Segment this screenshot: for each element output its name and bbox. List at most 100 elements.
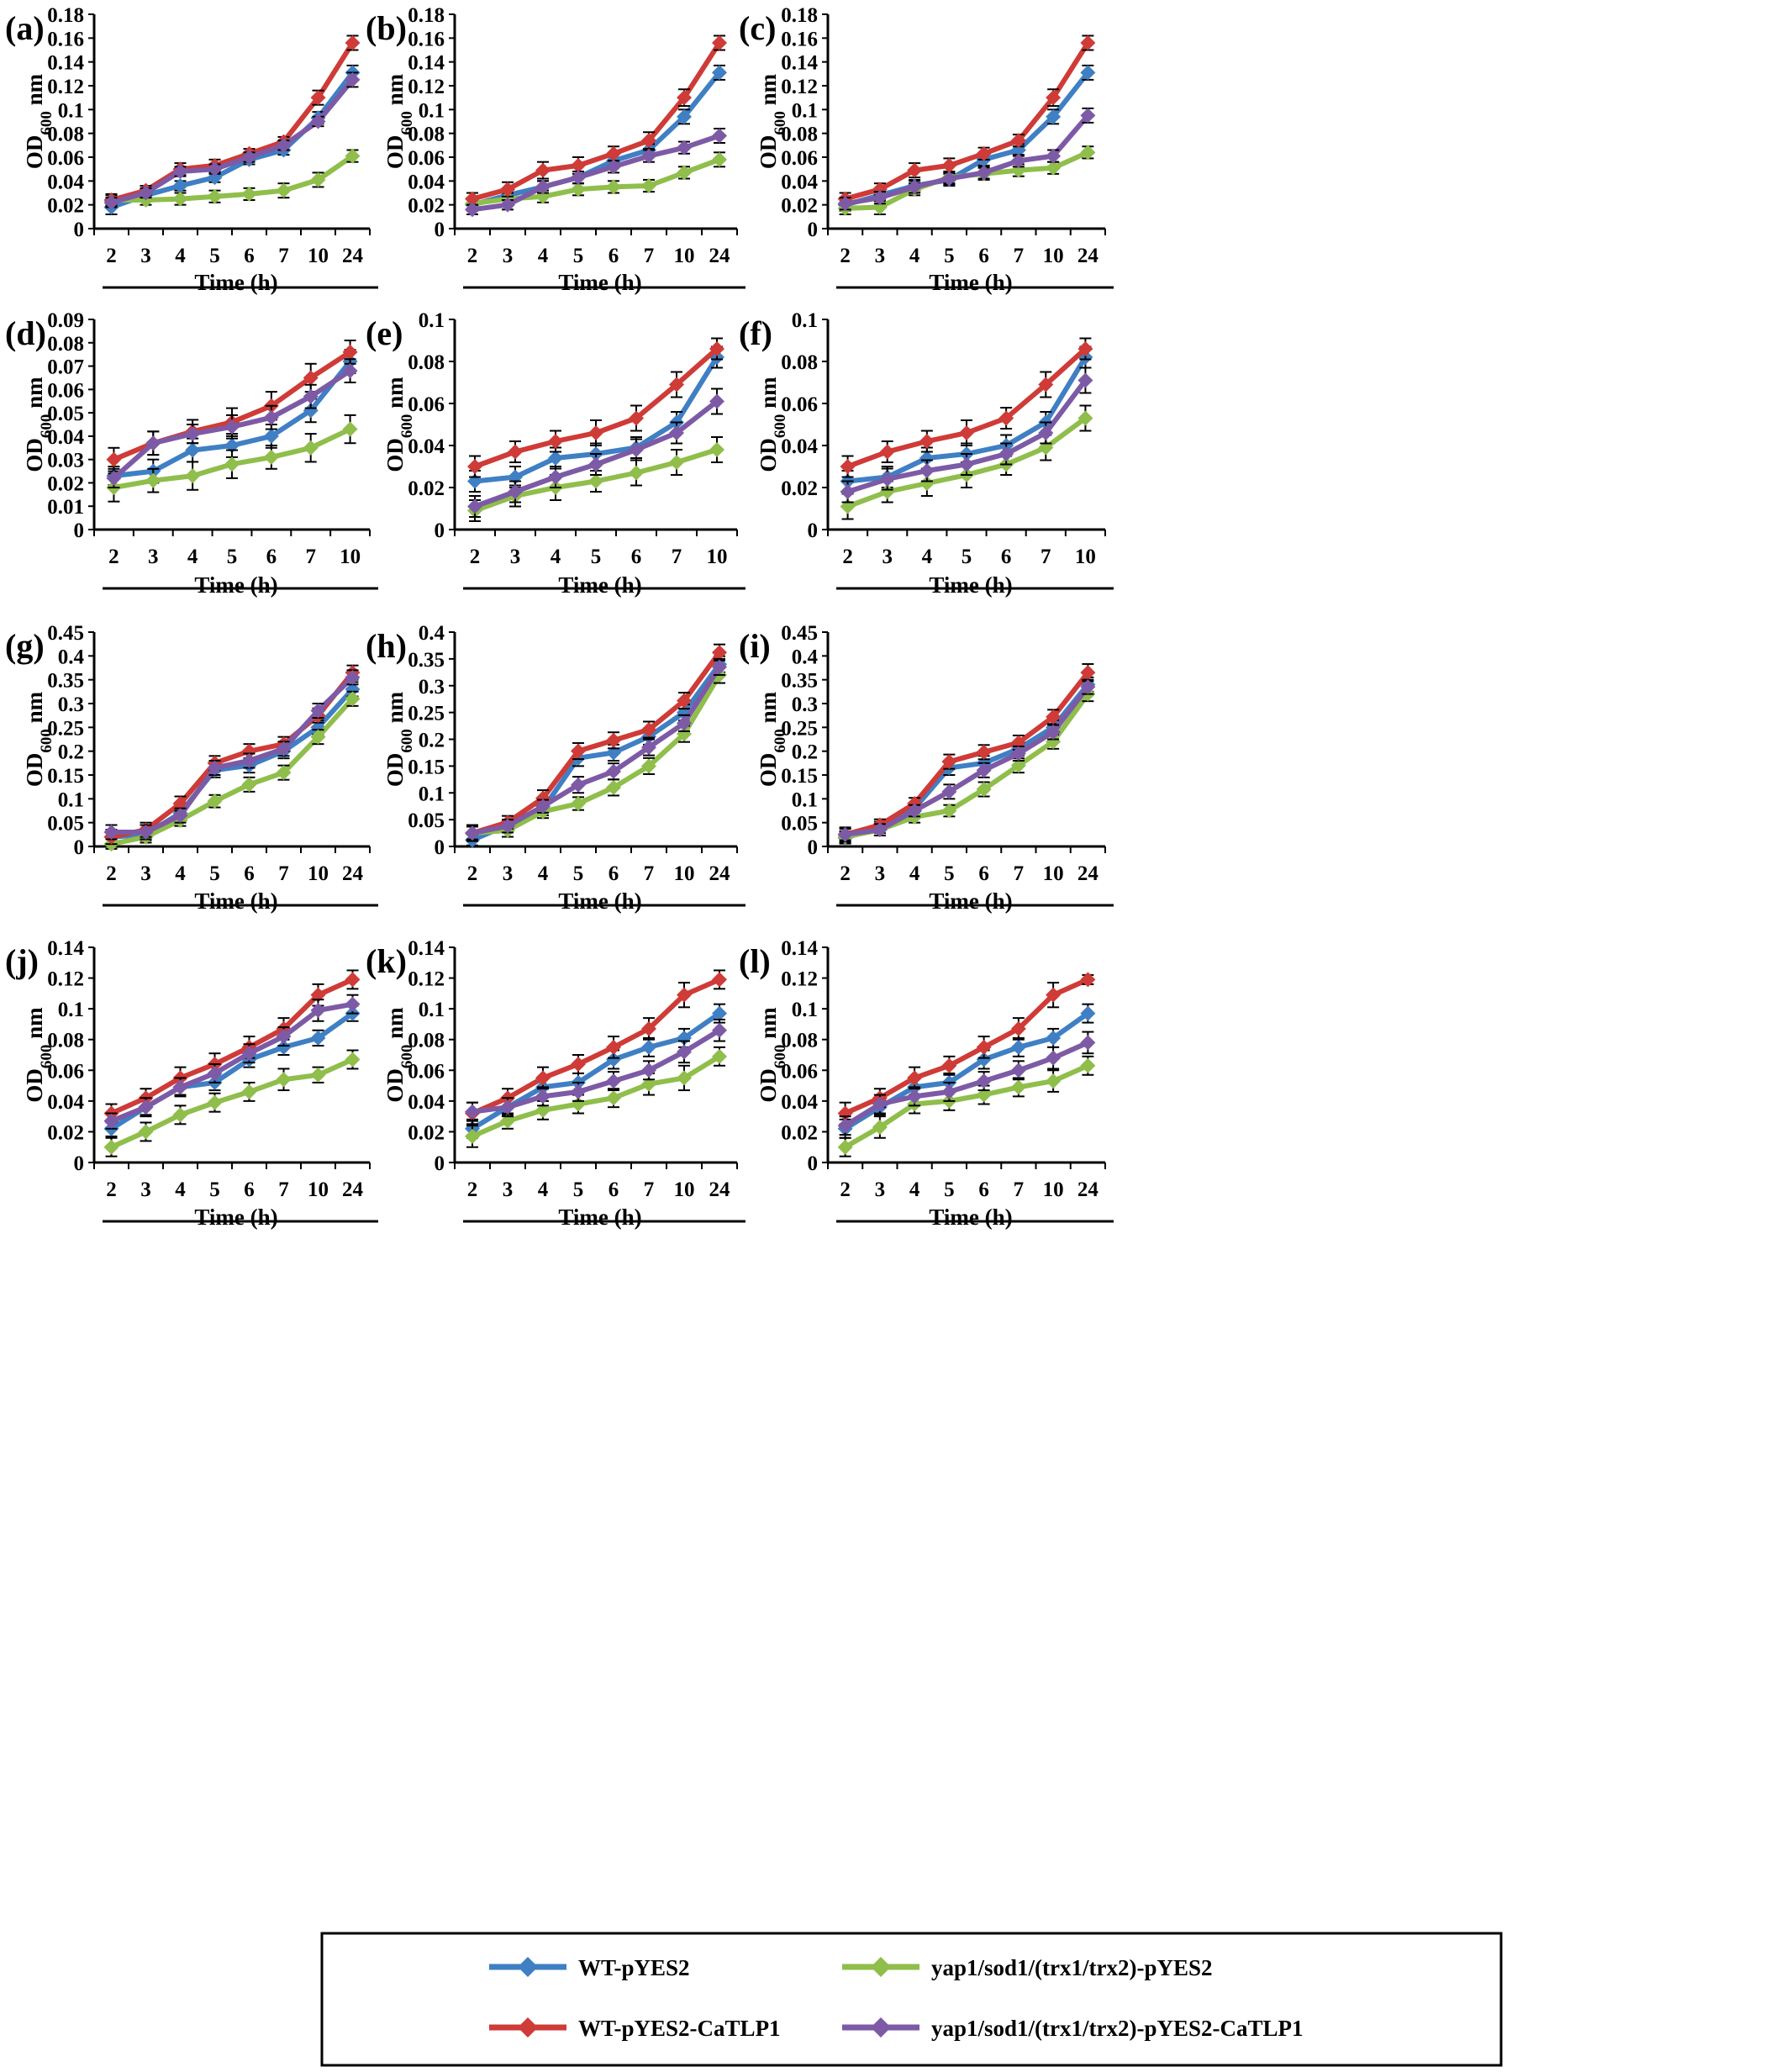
legend-label-wt-pyes2: WT-pYES2 bbox=[578, 1955, 690, 1980]
y-tick-label: 0.04 bbox=[47, 426, 84, 449]
y-axis-label: OD600 nm bbox=[382, 691, 416, 787]
data-point bbox=[276, 1039, 292, 1055]
data-point bbox=[345, 669, 361, 685]
y-tick-label: 0.02 bbox=[408, 1121, 445, 1144]
series-yap1-sod1-trx1-trx2-pyes2-catlp1 bbox=[465, 657, 727, 841]
y-axis-label: OD600 nm bbox=[756, 691, 789, 787]
x-tick-label: 6 bbox=[978, 862, 989, 885]
x-tick-label: 7 bbox=[1014, 245, 1025, 267]
y-tick-label: 0.3 bbox=[792, 693, 818, 716]
legend-label-mutant-pyes2-catlp1: yap1/sod1/(trx1/trx2)-pYES2-CaTLP1 bbox=[931, 2016, 1304, 2041]
data-point bbox=[712, 1005, 727, 1021]
data-point bbox=[641, 178, 656, 193]
data-point bbox=[345, 148, 361, 164]
y-tick-label: 0.3 bbox=[419, 676, 445, 699]
legend-swatch-marker bbox=[518, 2017, 538, 2038]
data-point bbox=[1077, 341, 1093, 356]
y-tick-label: 0.18 bbox=[781, 4, 818, 27]
y-tick-label: 0.1 bbox=[419, 783, 445, 805]
series-line bbox=[472, 41, 722, 202]
chart-panels: (a)OD600 nm00.020.040.060.080.10.120.140… bbox=[5, 4, 1114, 1230]
data-point bbox=[629, 410, 644, 426]
y-tick-label: 0.06 bbox=[781, 1060, 818, 1083]
x-tick-label: 10 bbox=[1043, 245, 1064, 267]
x-tick-label: 6 bbox=[609, 245, 619, 267]
x-tick-label: 5 bbox=[944, 862, 955, 885]
data-point bbox=[606, 1039, 621, 1055]
data-point bbox=[172, 808, 188, 824]
y-tick-label: 0 bbox=[808, 519, 819, 542]
data-point bbox=[872, 182, 888, 198]
data-point bbox=[919, 434, 935, 449]
chart-panel-j: (j) OD600 nm 0 0.02 0.04 0.06 0.08 0.1 0.12 0.14 2… bbox=[5, 937, 378, 1230]
x-tick-label: 4 bbox=[538, 1178, 549, 1201]
legend-swatch-marker bbox=[871, 1957, 891, 1977]
x-axis-label: Time (h) bbox=[194, 572, 277, 598]
series-line bbox=[471, 662, 722, 843]
data-point bbox=[224, 419, 240, 435]
data-point bbox=[840, 484, 856, 499]
data-point bbox=[241, 186, 257, 202]
data-point bbox=[588, 473, 603, 489]
y-tick-label: 0.02 bbox=[47, 1121, 84, 1144]
panel-label: (b) bbox=[366, 9, 407, 47]
x-tick-label: 24 bbox=[342, 1178, 364, 1201]
data-point bbox=[588, 456, 603, 472]
x-tick-label: 10 bbox=[1043, 862, 1064, 885]
y-axis-label: OD600 nm bbox=[382, 377, 416, 472]
x-tick-label: 6 bbox=[266, 546, 277, 568]
data-point bbox=[1080, 665, 1096, 681]
series-yap1-sod1-trx1-trx2-pyes2-catlp1 bbox=[840, 366, 1093, 504]
y-tick-label: 0.02 bbox=[47, 472, 84, 495]
x-tick-label: 4 bbox=[909, 1178, 920, 1201]
y-tick-label: 0.08 bbox=[781, 1030, 818, 1052]
series-yap1-sod1-trx1-trx2-pyes2 bbox=[103, 1049, 361, 1157]
y-tick-label: 0 bbox=[74, 836, 85, 859]
chart-panel-b: (b)OD600 nm00.020.040.060.080.10.120.140… bbox=[366, 4, 746, 295]
y-tick-label: 0.04 bbox=[408, 435, 445, 458]
y-axis-label: OD600 nm bbox=[22, 377, 55, 472]
data-point bbox=[172, 178, 188, 193]
data-point bbox=[998, 446, 1014, 461]
data-point bbox=[1010, 1039, 1026, 1055]
series-line bbox=[471, 977, 721, 1116]
y-tick-label: 0.14 bbox=[408, 937, 445, 960]
chart-panel-d: (d) OD600 nm 00.010.020.030.040.050.060.07… bbox=[5, 309, 378, 598]
y-tick-label: 0.04 bbox=[781, 435, 818, 458]
data-point bbox=[276, 741, 292, 757]
data-point bbox=[712, 1022, 727, 1038]
x-tick-label: 4 bbox=[175, 1178, 186, 1201]
series-yap1-sod1-trx1-trx2-pyes2-catlp1 bbox=[467, 388, 724, 518]
legend: WT-pYES2 yap1/sod1/(trx1/trx2)-pYES2 WT-… bbox=[320, 1932, 1503, 2067]
y-tick-label: 0.06 bbox=[781, 393, 818, 416]
data-point bbox=[263, 449, 279, 465]
data-point bbox=[941, 1083, 957, 1099]
data-point bbox=[588, 425, 603, 440]
data-point bbox=[571, 1083, 586, 1099]
data-point bbox=[919, 451, 935, 466]
x-tick-label: 3 bbox=[875, 245, 886, 267]
data-point bbox=[465, 202, 480, 218]
data-point bbox=[941, 171, 957, 187]
data-point bbox=[606, 1052, 621, 1068]
y-tick-label: 0.08 bbox=[47, 124, 84, 146]
data-point bbox=[276, 1029, 292, 1045]
x-tick-label: 10 bbox=[674, 245, 695, 267]
series-yap1-sod1-trx1-trx2-pyes2 bbox=[106, 414, 358, 503]
data-point bbox=[1080, 145, 1096, 161]
data-point bbox=[976, 165, 992, 181]
y-tick-label: 0 bbox=[435, 1152, 445, 1175]
data-point bbox=[310, 113, 326, 129]
y-tick-label: 0.25 bbox=[781, 717, 818, 740]
data-point bbox=[1010, 153, 1026, 169]
data-point bbox=[879, 444, 895, 460]
x-tick-label: 10 bbox=[308, 1178, 329, 1201]
data-point bbox=[263, 409, 279, 425]
x-tick-label: 7 bbox=[305, 546, 316, 568]
y-tick-label: 0.4 bbox=[58, 646, 85, 668]
series-yap1-sod1-trx1-trx2-pyes2-catlp1 bbox=[465, 128, 727, 218]
legend-swatch-marker bbox=[871, 2017, 891, 2038]
data-point bbox=[207, 793, 223, 809]
data-point bbox=[976, 1039, 992, 1055]
